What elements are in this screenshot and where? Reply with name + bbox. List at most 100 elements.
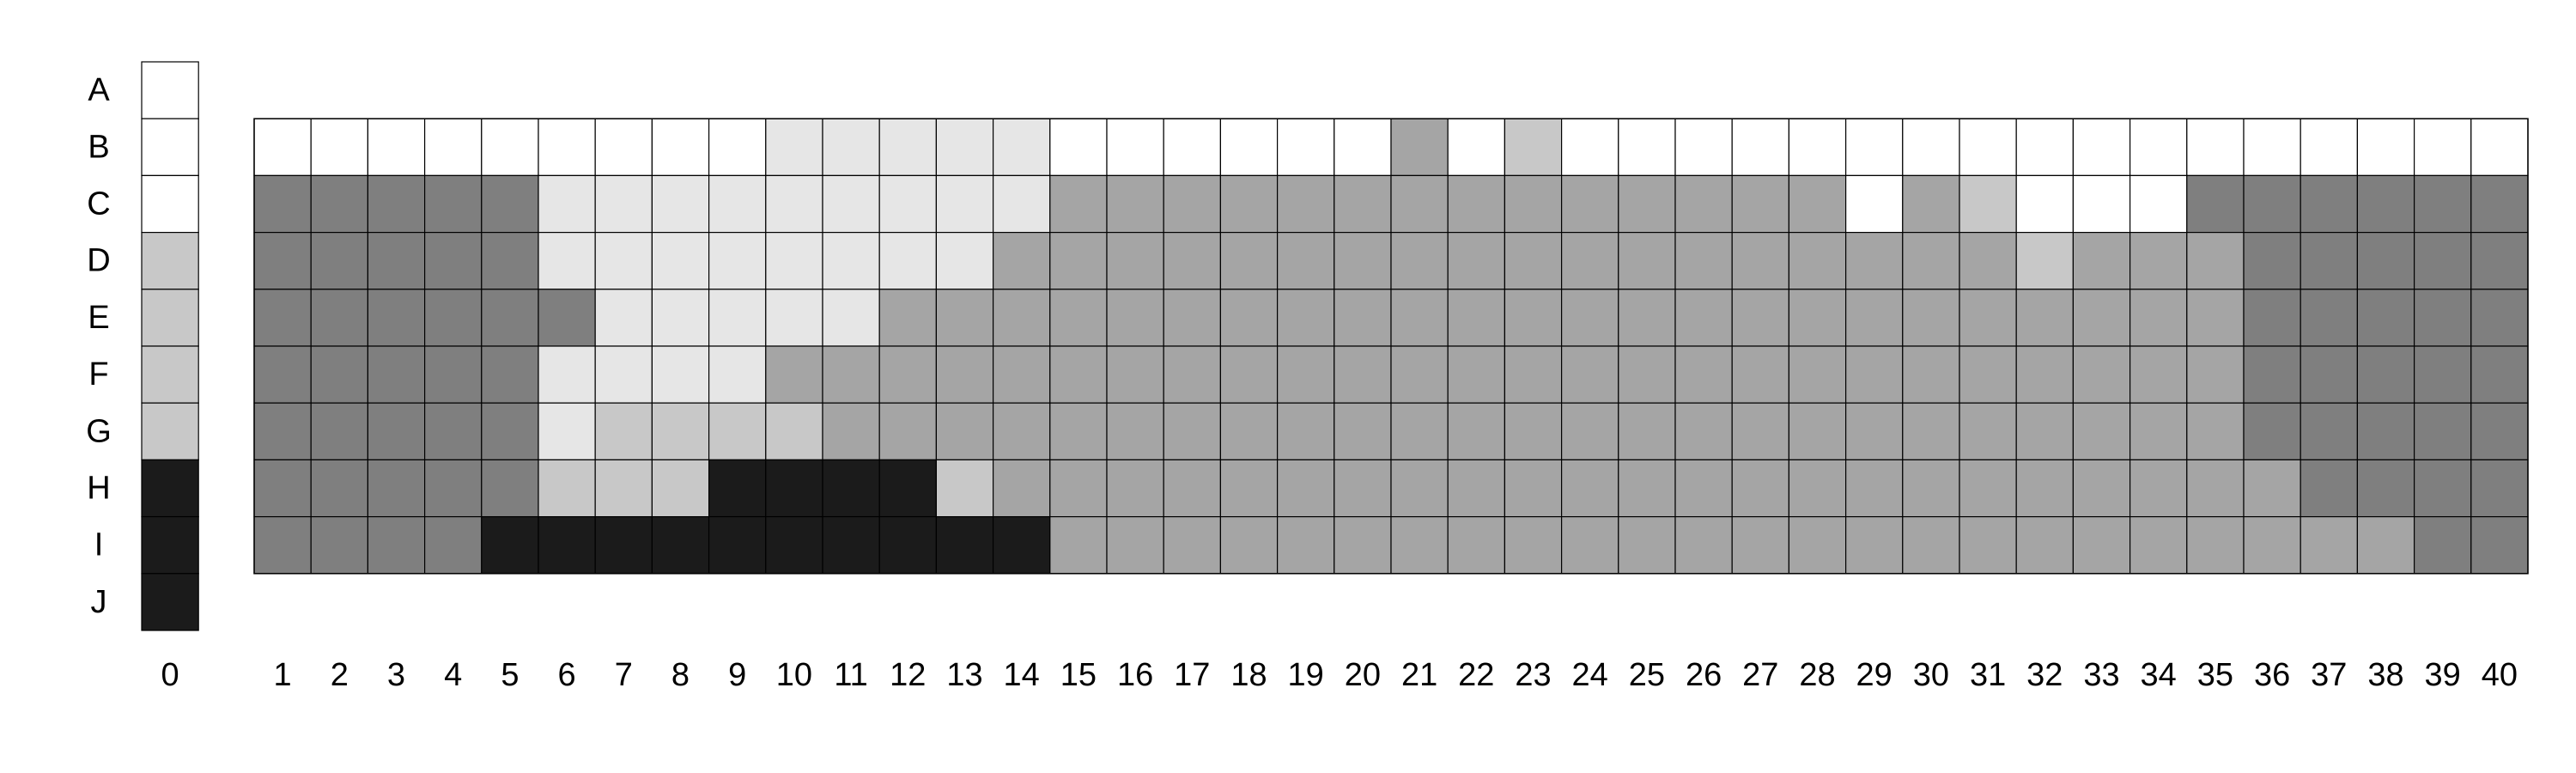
grid-cell-i-22 — [1447, 515, 1505, 575]
grid-cell-i-16 — [1106, 515, 1164, 575]
column-label-2: 2 — [331, 657, 349, 693]
grid-cell-h-35 — [2186, 459, 2245, 518]
grid-cell-d-4 — [424, 232, 483, 290]
grid-cell-c-38 — [2356, 174, 2415, 234]
grid-cell-i-5 — [481, 515, 539, 575]
grid-cell-d-10 — [765, 232, 823, 290]
column-label-3: 3 — [387, 657, 405, 693]
grid-cell-e-9 — [708, 289, 767, 347]
column-label-15: 15 — [1060, 657, 1097, 693]
grid-cell-g-13 — [935, 402, 994, 461]
grid-cell-d-40 — [2470, 232, 2529, 290]
grid-cell-d-19 — [1276, 232, 1335, 290]
grid-cell-e-35 — [2186, 289, 2245, 347]
column-label-32: 32 — [2026, 657, 2063, 693]
grid-cell-e-37 — [2300, 289, 2358, 347]
grid-cell-i-25 — [1618, 515, 1676, 575]
grid-cell-g-32 — [2015, 402, 2074, 461]
column-label-29: 29 — [1856, 657, 1893, 693]
grid-cell-b-38 — [2356, 118, 2415, 176]
grid-cell-d-39 — [2414, 232, 2472, 290]
grid-cell-g-7 — [594, 402, 653, 461]
grid-cell-g-6 — [538, 402, 596, 461]
grid-cell-b-31 — [1959, 118, 2017, 176]
grid-cell-c-19 — [1276, 174, 1335, 234]
grid-cell-h-31 — [1959, 459, 2017, 518]
grid-cell-f-28 — [1788, 345, 1847, 404]
grid-cell-b-25 — [1618, 118, 1676, 176]
grid-cell-b-24 — [1560, 118, 1619, 176]
column-labels: 0 1 2 3 4 5 6 7 8 9 10 11 12 13 14 15 16 17 18 19 20 21 22 23 24… — [161, 657, 2518, 693]
grid-cell-g-25 — [1618, 402, 1676, 461]
grid-cell-h-36 — [2243, 459, 2301, 518]
grid-cell-b-10 — [765, 118, 823, 176]
reference-cell-g — [141, 402, 199, 461]
reference-cell-h — [141, 459, 199, 518]
column-label-33: 33 — [2083, 657, 2119, 693]
grid-cell-f-40 — [2470, 345, 2529, 404]
grid-cell-h-13 — [935, 459, 994, 518]
grid-cell-f-9 — [708, 345, 767, 404]
grid-cell-h-20 — [1334, 459, 1392, 518]
grid-cell-c-40 — [2470, 174, 2529, 234]
grid-cell-h-3 — [367, 459, 426, 518]
column-label-28: 28 — [1799, 657, 1835, 693]
grid-cell-e-3 — [367, 289, 426, 347]
grid-cell-b-5 — [481, 118, 539, 176]
column-label-12: 12 — [890, 657, 926, 693]
grid-cell-e-20 — [1334, 289, 1392, 347]
grid-cell-c-16 — [1106, 174, 1164, 234]
grid-cell-g-35 — [2186, 402, 2245, 461]
grid-cell-e-36 — [2243, 289, 2301, 347]
column-label-38: 38 — [2367, 657, 2403, 693]
grid-cell-i-8 — [651, 515, 710, 575]
grid-cell-c-32 — [2015, 174, 2074, 234]
grid-cell-c-26 — [1674, 174, 1733, 234]
grid-cell-i-2 — [310, 515, 369, 575]
column-label-16: 16 — [1117, 657, 1153, 693]
grid-cell-h-30 — [1902, 459, 1960, 518]
column-label-1: 1 — [274, 657, 292, 693]
column-label-8: 8 — [671, 657, 690, 693]
grid-cell-g-40 — [2470, 402, 2529, 461]
grid-cell-h-8 — [651, 459, 710, 518]
grid-cell-d-26 — [1674, 232, 1733, 290]
grid-cell-g-19 — [1276, 402, 1335, 461]
grid-cell-b-7 — [594, 118, 653, 176]
grid-cell-d-32 — [2015, 232, 2074, 290]
reference-cell-f — [141, 345, 199, 404]
grid-cell-h-4 — [424, 459, 483, 518]
grid-cell-h-29 — [1845, 459, 1904, 518]
grid-cell-i-38 — [2356, 515, 2415, 575]
grid-cell-e-22 — [1447, 289, 1505, 347]
grid-cell-b-16 — [1106, 118, 1164, 176]
grid-cell-e-1 — [253, 289, 312, 347]
row-label-a: A — [88, 72, 110, 108]
reference-cell-j — [141, 573, 199, 631]
grid-cell-h-19 — [1276, 459, 1335, 518]
column-label-6: 6 — [558, 657, 576, 693]
grid-cell-d-34 — [2129, 232, 2188, 290]
grid-cell-g-21 — [1390, 402, 1449, 461]
grid-cell-h-39 — [2414, 459, 2472, 518]
grid-cell-h-25 — [1618, 459, 1676, 518]
grid-cell-i-18 — [1219, 515, 1279, 575]
grid-cell-i-1 — [253, 515, 312, 575]
grid-cell-c-36 — [2243, 174, 2301, 234]
grid-cell-g-1 — [253, 402, 312, 461]
grid-cell-f-4 — [424, 345, 483, 404]
grid-cell-i-26 — [1674, 515, 1733, 575]
grid-cell-d-22 — [1447, 232, 1505, 290]
grid-cell-c-13 — [935, 174, 994, 234]
grid-cell-f-24 — [1560, 345, 1619, 404]
column-label-9: 9 — [728, 657, 746, 693]
column-label-21: 21 — [1401, 657, 1437, 693]
grid-cell-d-18 — [1219, 232, 1279, 290]
grid-cell-i-17 — [1163, 515, 1221, 575]
grid-cell-d-24 — [1560, 232, 1619, 290]
grid-cell-b-8 — [651, 118, 710, 176]
grid-cell-c-25 — [1618, 174, 1676, 234]
grid-cell-g-28 — [1788, 402, 1847, 461]
grid-cell-c-11 — [822, 174, 880, 234]
grid-cell-g-4 — [424, 402, 483, 461]
